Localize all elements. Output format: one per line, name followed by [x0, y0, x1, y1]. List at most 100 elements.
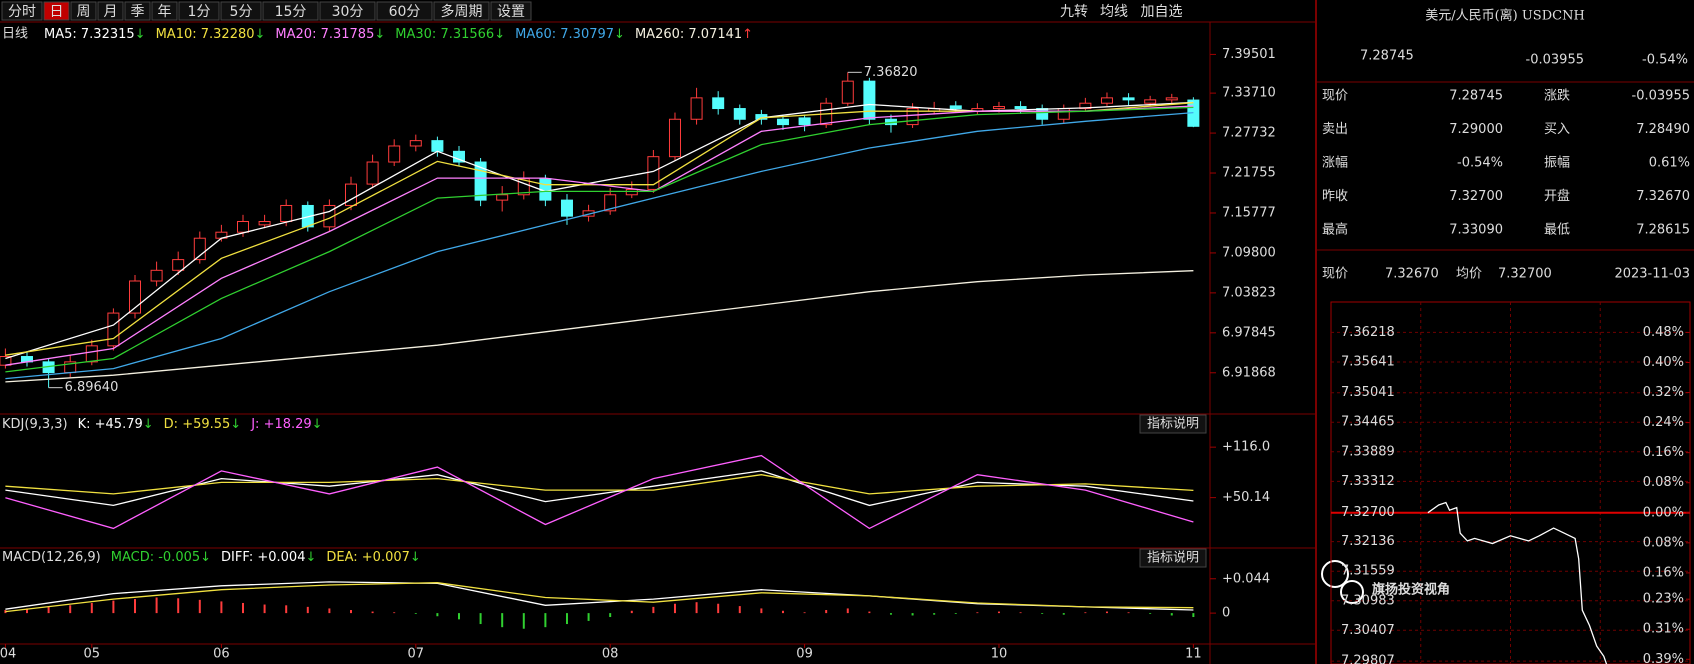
toolbar-button[interactable]	[220, 1, 262, 21]
legend-title: KDJ(9,3,3)	[2, 417, 68, 432]
quote-row-value: 7.32700	[1449, 189, 1503, 204]
toolbar-label[interactable]: 分时	[8, 4, 36, 20]
y-tick-label: 0	[1222, 606, 1230, 621]
candle-body	[150, 269, 163, 282]
legend-sep: :	[86, 417, 95, 432]
toolbar-label[interactable]: 设置	[497, 4, 525, 20]
toolbar-button[interactable]	[97, 1, 124, 21]
toolbar-button[interactable]	[43, 1, 70, 21]
toolbar-label[interactable]: 季	[131, 4, 145, 20]
toolbar-label[interactable]: 30分	[332, 4, 364, 20]
legend-name: MA20	[275, 27, 312, 42]
legend-name: DIFF	[221, 550, 249, 565]
y2-tick-label: 0.16%	[1643, 445, 1684, 460]
candle-body	[496, 194, 509, 201]
series-line	[1427, 501, 1608, 664]
toolbar-label[interactable]: 多周期	[441, 3, 483, 20]
legend-name: MACD	[111, 550, 150, 565]
legend-arrow: ↓	[305, 550, 316, 565]
series-line	[5, 111, 1194, 380]
quote-row-label: 最低	[1544, 223, 1570, 238]
indicator-button-label[interactable]: 指标说明	[1147, 551, 1199, 566]
toolbar-button[interactable]	[1, 1, 43, 21]
y-tick-label: 7.09800	[1222, 245, 1276, 260]
y-tick-label: 7.34465	[1341, 415, 1395, 430]
candle-body	[992, 106, 1005, 110]
quote-row-value: 7.32670	[1636, 189, 1690, 204]
legend-name: MA260	[635, 27, 680, 42]
x-tick-label: 07	[408, 647, 425, 662]
y-tick-label: 7.31559	[1341, 564, 1395, 579]
legend-value: 7.32280	[201, 27, 255, 42]
y2-tick-label: 0.08%	[1643, 475, 1684, 490]
toolbar-label[interactable]: 1分	[188, 4, 211, 20]
toolbar-label[interactable]: 日	[50, 4, 64, 20]
toolbar-label[interactable]: 60分	[389, 4, 421, 20]
legend-value: +0.007	[362, 550, 410, 565]
legend-name: J	[250, 417, 255, 432]
toolbar-button[interactable]	[262, 1, 319, 21]
indicator-button[interactable]	[1139, 548, 1207, 568]
candle-body	[323, 204, 336, 228]
legend-value: +45.79	[95, 417, 143, 432]
legend-sep: :	[552, 27, 561, 42]
legend-sep: :	[192, 27, 201, 42]
series-line	[5, 105, 1194, 366]
y-tick-label: 7.32136	[1341, 534, 1395, 549]
legend-name: D	[164, 417, 174, 432]
quote-row-label: 开盘	[1544, 188, 1570, 204]
quote-row-value: 0.61%	[1649, 156, 1690, 171]
toolbar-button[interactable]	[433, 1, 490, 21]
x-tick-label: 05	[84, 647, 101, 662]
toolbar-button[interactable]	[376, 1, 433, 21]
candle-body	[841, 80, 854, 104]
toolbar-label[interactable]: 年	[158, 4, 172, 20]
toolbar-label[interactable]: 5分	[230, 4, 253, 20]
y-tick-label: 7.33889	[1341, 444, 1395, 459]
candle-body	[474, 161, 487, 201]
toolbar-button[interactable]	[319, 1, 376, 21]
candle-body	[1144, 99, 1157, 104]
quote-row-label: 卖出	[1322, 122, 1348, 137]
candle-body	[431, 140, 444, 152]
candle-body	[236, 221, 249, 233]
y2-tick-label: 0.23%	[1643, 592, 1684, 607]
quote-row-label: 买入	[1544, 122, 1570, 137]
y-tick-label: +116.0	[1222, 440, 1270, 455]
toolbar-button[interactable]	[178, 1, 220, 21]
legend-arrow: ↓	[200, 550, 211, 565]
toolbar-button[interactable]	[490, 1, 532, 21]
candle-body	[906, 108, 919, 126]
legend-value: 7.30797	[560, 27, 614, 42]
y-tick-label: 7.35041	[1341, 385, 1395, 400]
toolbar-label[interactable]: 月	[104, 4, 118, 20]
legend-name: MA30	[395, 27, 432, 42]
legend-sep: :	[72, 27, 81, 42]
legend-name: MA5	[44, 27, 72, 42]
candle-body	[344, 183, 357, 206]
indicator-button[interactable]	[1139, 414, 1207, 434]
y-tick-label: 7.30983	[1341, 593, 1395, 608]
legend-arrow: ↓	[410, 550, 421, 565]
toolbar-right-label[interactable]: 均线	[1100, 4, 1128, 20]
legend: KDJ(9,3,3) K: +45.79↓ D: +59.55↓ J: +18.29↓	[2, 417, 323, 432]
toolbar-label[interactable]: 15分	[275, 4, 307, 20]
toolbar-button[interactable]	[151, 1, 178, 21]
legend-value: +59.55	[182, 417, 230, 432]
y-tick-label: 6.91868	[1222, 365, 1276, 380]
quote-change-pct: -0.54%	[1642, 53, 1688, 68]
indicator-button-label[interactable]: 指标说明	[1147, 417, 1199, 432]
toolbar-label[interactable]: 周	[77, 4, 91, 20]
toolbar-button[interactable]	[124, 1, 151, 21]
toolbar-button[interactable]	[70, 1, 97, 21]
intraday-date: 2023-11-03	[1614, 267, 1690, 282]
y-tick-label: 7.36218	[1341, 325, 1395, 340]
legend-sep: :	[312, 27, 321, 42]
toolbar-right-label[interactable]: 九转	[1060, 4, 1088, 20]
legend-arrow: ↓	[230, 417, 241, 432]
quote-row-value: 7.28745	[1449, 89, 1503, 104]
series-line	[5, 474, 1194, 495]
toolbar-right-label[interactable]: 加自选	[1141, 4, 1183, 20]
candle-body	[1079, 102, 1092, 110]
